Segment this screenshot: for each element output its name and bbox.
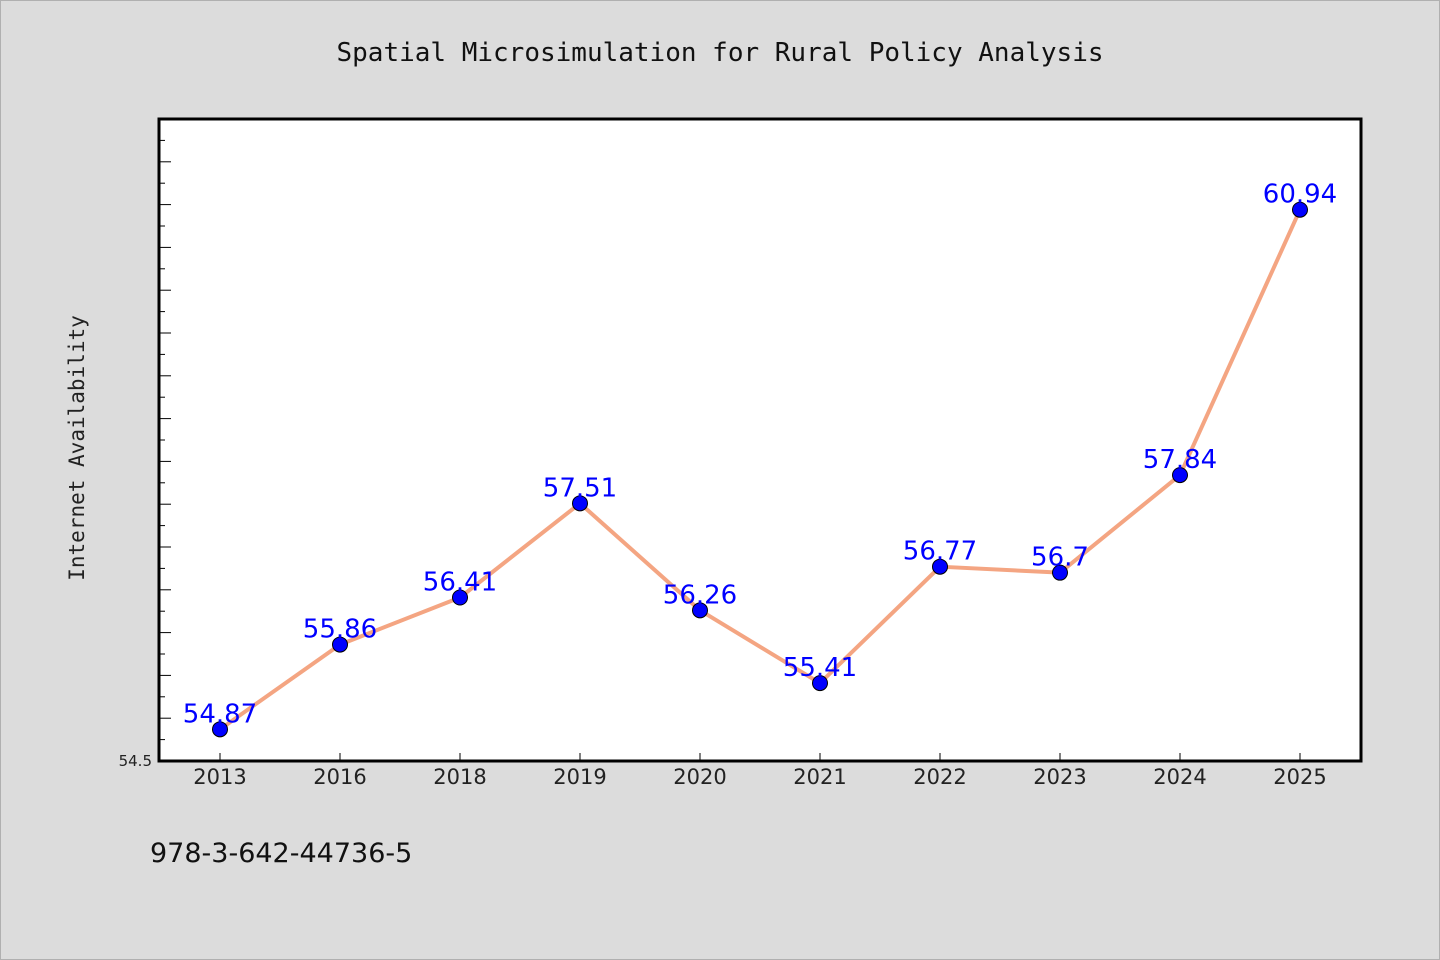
- y-axis: 54.5: [119, 118, 171, 770]
- x-tick-label: 2023: [1033, 765, 1086, 789]
- data-label: 57.51: [543, 473, 617, 503]
- data-label: 60.94: [1263, 180, 1337, 210]
- data-point: [332, 636, 348, 653]
- data-point: [212, 721, 228, 738]
- data-point: [812, 675, 828, 692]
- series-markers: [212, 201, 1308, 738]
- data-label: 56.77: [903, 537, 977, 567]
- x-tick-label: 2024: [1153, 765, 1206, 789]
- x-tick-label: 2016: [313, 765, 366, 789]
- y-axis-label: Internet Availability: [65, 315, 89, 581]
- x-tick-label: 2018: [433, 765, 486, 789]
- x-axis: 2013 2016 2018 2019 2020 2021 2022 2023 2024 2025: [193, 753, 1327, 789]
- x-tick-label: 2025: [1273, 765, 1326, 789]
- data-label: 54.87: [183, 699, 257, 729]
- data-labels: 54.87 55.86 56.41 57.51 56.26 55.41 56.77 56.7 5…: [183, 180, 1337, 730]
- x-tick-label: 2021: [793, 765, 846, 789]
- series-line: [218, 207, 1302, 732]
- data-label: 56.26: [663, 580, 737, 610]
- data-label: 56.7: [1031, 543, 1089, 573]
- y-tick-label: 54.5: [119, 752, 152, 770]
- data-point: [572, 495, 588, 512]
- x-tick-label: 2020: [673, 765, 726, 789]
- data-point: [1292, 201, 1308, 218]
- series-polyline: [218, 207, 1302, 732]
- x-tick-label: 2019: [553, 765, 606, 789]
- x-tick-label: 2022: [913, 765, 966, 789]
- data-point: [932, 558, 948, 575]
- data-point: [692, 602, 708, 619]
- data-label: 57.84: [1143, 445, 1217, 475]
- data-label: 55.41: [783, 653, 857, 683]
- x-tick-label: 2013: [193, 765, 246, 789]
- chart-title: Spatial Microsimulation for Rural Policy…: [336, 38, 1103, 68]
- plot-area: [157, 117, 1363, 763]
- data-point: [1172, 467, 1188, 484]
- isbn-label: 978-3-642-44736-5: [150, 838, 412, 869]
- data-label: 55.86: [303, 615, 377, 645]
- data-label: 56.41: [423, 568, 497, 598]
- data-point: [452, 589, 468, 606]
- data-point: [1052, 564, 1068, 581]
